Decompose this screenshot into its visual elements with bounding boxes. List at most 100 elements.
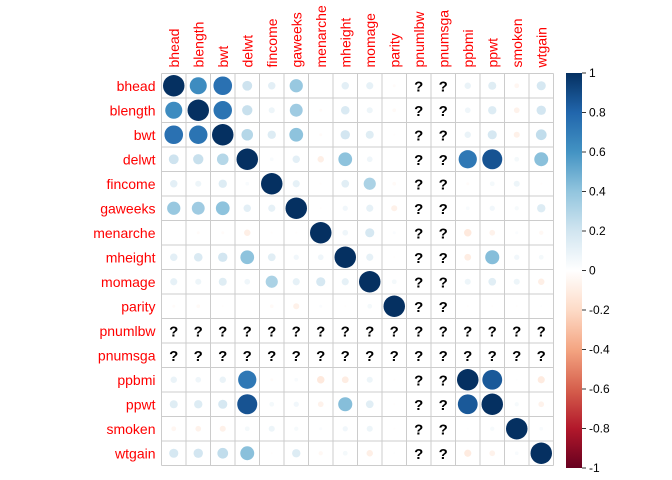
corr-circle-wtgain-delwt xyxy=(240,446,255,461)
corr-circle-ppbmi-menarche xyxy=(317,376,325,384)
row-label-blength: blength xyxy=(110,102,156,118)
missing-value-parity-pnumsga: ? xyxy=(439,299,448,316)
corr-circle-ppbmi-wtgain xyxy=(537,376,545,384)
corr-circle-fincome-bhead xyxy=(170,180,178,188)
corr-circle-smoken-ppbmi xyxy=(466,427,469,430)
corr-circle-momage-momage xyxy=(359,271,381,293)
corr-circle-parity-ppbmi xyxy=(466,305,469,308)
corr-circle-delwt-mheight xyxy=(338,152,353,167)
corr-circle-bwt-menarche xyxy=(319,133,323,137)
corr-circle-menarche-wtgain xyxy=(539,230,544,235)
corr-circle-smoken-blength xyxy=(195,425,202,432)
corr-circle-ppbmi-fincome xyxy=(270,378,274,382)
corr-circle-momage-wtgain xyxy=(538,278,545,285)
corr-circle-fincome-menarche xyxy=(319,182,322,185)
corr-circle-blength-bhead xyxy=(165,101,183,119)
corr-circle-smoken-bhead xyxy=(171,426,177,432)
corr-circle-smoken-momage xyxy=(366,425,373,432)
corr-circle-bwt-gaweeks xyxy=(289,127,304,142)
corr-circle-wtgain-momage xyxy=(366,450,373,457)
corr-circle-mheight-bhead xyxy=(170,253,178,261)
corr-circle-mheight-parity xyxy=(393,256,396,259)
corr-circle-bhead-fincome xyxy=(268,82,276,90)
missing-value-wtgain-pnumlbw: ? xyxy=(414,446,423,463)
row-label-momage: momage xyxy=(101,274,156,290)
corr-circle-mheight-fincome xyxy=(267,253,276,262)
corr-circle-momage-bhead xyxy=(170,278,178,286)
corr-circle-mheight-menarche xyxy=(317,254,324,261)
missing-value-pnumlbw-parity: ? xyxy=(390,323,399,340)
corr-circle-ppwt-ppbmi xyxy=(457,394,478,415)
column-label-menarche: menarche xyxy=(313,5,329,67)
missing-value-menarche-pnumlbw: ? xyxy=(414,225,423,242)
corr-circle-delwt-bhead xyxy=(168,154,179,165)
corr-circle-delwt-wtgain xyxy=(534,152,549,167)
missing-value-fincome-pnumsga: ? xyxy=(439,176,448,193)
missing-value-smoken-pnumsga: ? xyxy=(439,421,448,438)
corr-circle-delwt-smoken xyxy=(514,156,520,162)
missing-value-pnumsga-fincome: ? xyxy=(267,348,276,365)
row-label-gaweeks: gaweeks xyxy=(100,200,155,216)
corr-circle-delwt-delwt xyxy=(236,148,258,170)
corr-circle-menarche-menarche xyxy=(310,222,332,244)
corr-circle-momage-parity xyxy=(391,279,397,285)
missing-value-pnumsga-pnumsga: ? xyxy=(439,348,448,365)
missing-value-pnumlbw-fincome: ? xyxy=(267,323,276,340)
corr-circle-blength-ppwt xyxy=(488,106,497,115)
colorbar: 1 0.8 0.6 0.4 0.2 0 -0.2 -0.4 -0.6 -0.8 -1 xyxy=(566,66,610,475)
corr-circle-gaweeks-smoken xyxy=(514,206,519,211)
column-label-ppbmi: ppbmi xyxy=(460,29,476,67)
corr-circle-gaweeks-ppwt xyxy=(489,205,495,211)
missing-value-pnumsga-momage: ? xyxy=(365,348,374,365)
corr-circle-wtgain-smoken xyxy=(514,451,519,456)
corr-circle-ppwt-mheight xyxy=(338,397,353,412)
missing-value-pnumlbw-ppwt: ? xyxy=(488,323,497,340)
corr-circle-bhead-blength xyxy=(189,77,207,95)
missing-value-pnumlbw-mheight: ? xyxy=(341,323,350,340)
corr-circle-gaweeks-fincome xyxy=(268,204,276,212)
corr-circle-blength-wtgain xyxy=(536,105,546,115)
corr-circle-mheight-mheight xyxy=(334,246,356,268)
missing-value-mheight-pnumsga: ? xyxy=(439,250,448,267)
row-label-ppwt: ppwt xyxy=(126,396,156,412)
corr-circle-delwt-bwt xyxy=(216,153,229,166)
corr-circle-bhead-gaweeks xyxy=(289,79,303,93)
column-label-ppwt: ppwt xyxy=(484,38,500,68)
corr-circle-menarche-ppwt xyxy=(489,229,496,236)
corr-circle-ppbmi-smoken xyxy=(515,378,518,381)
corr-circle-parity-momage xyxy=(367,303,373,309)
missing-value-gaweeks-pnumsga: ? xyxy=(439,201,448,218)
corr-circle-delwt-momage xyxy=(366,156,373,163)
row-label-menarche: menarche xyxy=(93,225,155,241)
missing-value-pnumsga-menarche: ? xyxy=(316,348,325,365)
corr-circle-bhead-mheight xyxy=(341,82,349,90)
missing-value-pnumsga-blength: ? xyxy=(194,348,203,365)
corr-circle-parity-mheight xyxy=(344,305,347,308)
corr-circle-delwt-menarche xyxy=(317,156,324,163)
corr-circle-smoken-menarche xyxy=(319,427,323,431)
corr-circle-momage-bwt xyxy=(218,277,227,286)
corr-circle-momage-smoken xyxy=(513,278,520,285)
corr-circle-wtgain-ppbmi xyxy=(464,449,472,457)
corr-circle-parity-ppwt xyxy=(491,305,494,308)
corr-circle-mheight-wtgain xyxy=(538,254,544,260)
corr-circle-gaweeks-momage xyxy=(366,204,374,212)
missing-value-wtgain-pnumsga: ? xyxy=(439,446,448,463)
row-label-delwt: delwt xyxy=(123,151,156,167)
corr-circle-parity-smoken xyxy=(515,305,518,308)
corr-circle-gaweeks-wtgain xyxy=(537,204,546,213)
corr-circle-momage-menarche xyxy=(316,277,326,287)
corr-circle-momage-blength xyxy=(195,278,202,285)
corr-circle-mheight-ppwt xyxy=(485,250,500,265)
corr-circle-menarche-parity xyxy=(392,231,396,235)
corr-circle-smoken-mheight xyxy=(342,426,348,432)
corr-circle-blength-ppbmi xyxy=(464,107,471,114)
column-label-wtgain: wtgain xyxy=(533,27,549,68)
missing-value-momage-pnumlbw: ? xyxy=(414,274,423,291)
missing-value-pnumlbw-bwt: ? xyxy=(218,323,227,340)
corr-circle-menarche-bwt xyxy=(221,231,225,235)
corr-circle-ppwt-wtgain xyxy=(538,401,545,408)
corr-circle-menarche-ppbmi xyxy=(464,229,472,237)
corr-circle-blength-menarche xyxy=(319,108,323,112)
corr-circle-menarche-smoken xyxy=(515,231,519,235)
